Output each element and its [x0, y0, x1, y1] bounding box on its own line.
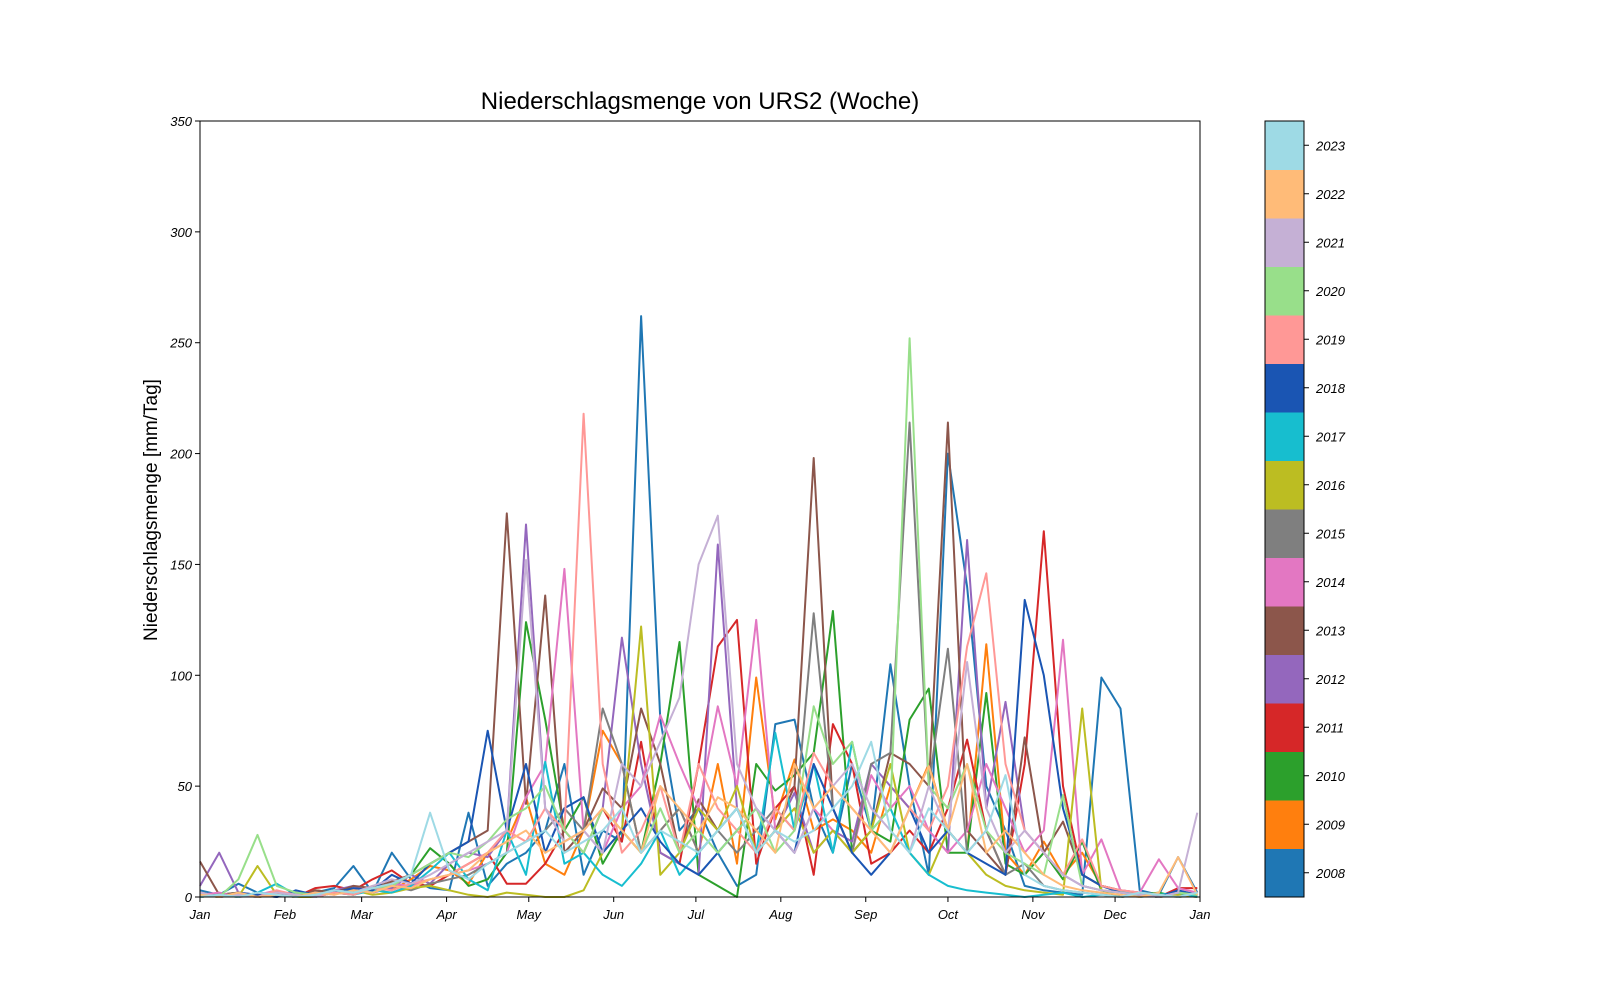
- series-line-2023: [199, 740, 1198, 898]
- x-tick-label: Nov: [1021, 907, 1046, 922]
- colorbar-label-2013: 2013: [1315, 623, 1346, 638]
- x-tick-label: Jul: [687, 907, 706, 922]
- x-tick-label: Jun: [602, 907, 624, 922]
- y-tick-label: 300: [170, 225, 192, 240]
- colorbar-segment-2019: [1265, 315, 1304, 364]
- colorbar-segment-2010: [1265, 751, 1304, 801]
- series-line-2013: [199, 421, 1198, 898]
- x-tick-label: Dec: [1104, 907, 1128, 922]
- colorbar-segment-2012: [1265, 654, 1304, 704]
- x-tick-label: Jan: [189, 907, 211, 922]
- colorbar: 2008 2009 2010 2011 2012 2013 2014 2015 2016 2017…: [1264, 120, 1346, 898]
- colorbar-label-2016: 2016: [1315, 478, 1346, 493]
- colorbar-segment-2009: [1265, 800, 1304, 849]
- colorbar-label-2014: 2014: [1315, 575, 1345, 590]
- x-tick-label: Oct: [938, 907, 960, 922]
- plot-frame: [199, 120, 1201, 898]
- colorbar-label-2021: 2021: [1315, 235, 1345, 250]
- colorbar-segment-2008: [1265, 848, 1304, 898]
- y-axis: 0 50 100 150 200 250 300 350: [169, 114, 200, 905]
- colorbar-segment-2013: [1265, 606, 1304, 655]
- x-tick-label: Jan: [1189, 907, 1211, 922]
- colorbar-label-2008: 2008: [1315, 866, 1346, 881]
- colorbar-label-2015: 2015: [1315, 526, 1346, 541]
- series-line-2020: [199, 337, 1198, 898]
- x-tick-label: Apr: [435, 907, 457, 922]
- x-tick-label: May: [516, 907, 542, 922]
- series-line-2022: [199, 763, 1199, 898]
- colorbar-label-2017: 2017: [1315, 429, 1346, 444]
- colorbar-label-2023: 2023: [1315, 138, 1346, 153]
- y-tick-label: 0: [185, 890, 193, 905]
- colorbar-segment-2022: [1265, 169, 1304, 219]
- y-tick-label: 100: [170, 668, 192, 683]
- x-axis: Jan Feb Mar Apr May Jun Jul Aug Sep Oct Nov Dec Jan: [189, 897, 1211, 922]
- series-line-2021: [199, 514, 1199, 898]
- colorbar-label-2020: 2020: [1315, 284, 1346, 299]
- colorbar-frame: [1264, 120, 1305, 898]
- colorbar-segment-2018: [1265, 363, 1304, 413]
- colorbar-label-2010: 2010: [1315, 769, 1346, 784]
- series-line-2015: [199, 421, 1198, 898]
- colorbar-segment-2017: [1265, 412, 1304, 461]
- colorbar-label-2012: 2012: [1315, 672, 1346, 687]
- series-line-2019: [199, 412, 1198, 898]
- chart-title: Niederschlagsmenge von URS2 (Woche): [480, 88, 920, 115]
- series-line-2011: [199, 530, 1198, 898]
- y-tick-label: 250: [169, 336, 192, 351]
- colorbar-label-2019: 2019: [1315, 332, 1345, 347]
- x-tick-label: Aug: [768, 907, 793, 922]
- colorbar-label-2022: 2022: [1315, 187, 1346, 202]
- colorbar-segment-2011: [1265, 703, 1304, 752]
- y-tick-label: 150: [170, 557, 192, 572]
- y-tick-label: 50: [178, 779, 193, 794]
- x-tick-label: Sep: [854, 907, 877, 922]
- colorbar-label-2009: 2009: [1315, 817, 1345, 832]
- y-tick-label: 200: [169, 447, 192, 462]
- colorbar-label-2011: 2011: [1315, 720, 1344, 735]
- x-tick-label: Mar: [350, 907, 373, 922]
- colorbar-segment-2015: [1265, 509, 1304, 558]
- colorbar-segment-2016: [1265, 460, 1304, 510]
- colorbar-label-2018: 2018: [1315, 381, 1346, 396]
- colorbar-segment-2020: [1265, 266, 1304, 316]
- colorbar-segment-2014: [1265, 557, 1304, 607]
- series-line-2016: [199, 625, 1198, 898]
- series-layer: [199, 315, 1199, 898]
- x-tick-label: Feb: [274, 907, 296, 922]
- colorbar-segment-2023: [1265, 121, 1304, 170]
- y-tick-label: 350: [170, 114, 192, 129]
- colorbar-segment-2021: [1265, 218, 1304, 267]
